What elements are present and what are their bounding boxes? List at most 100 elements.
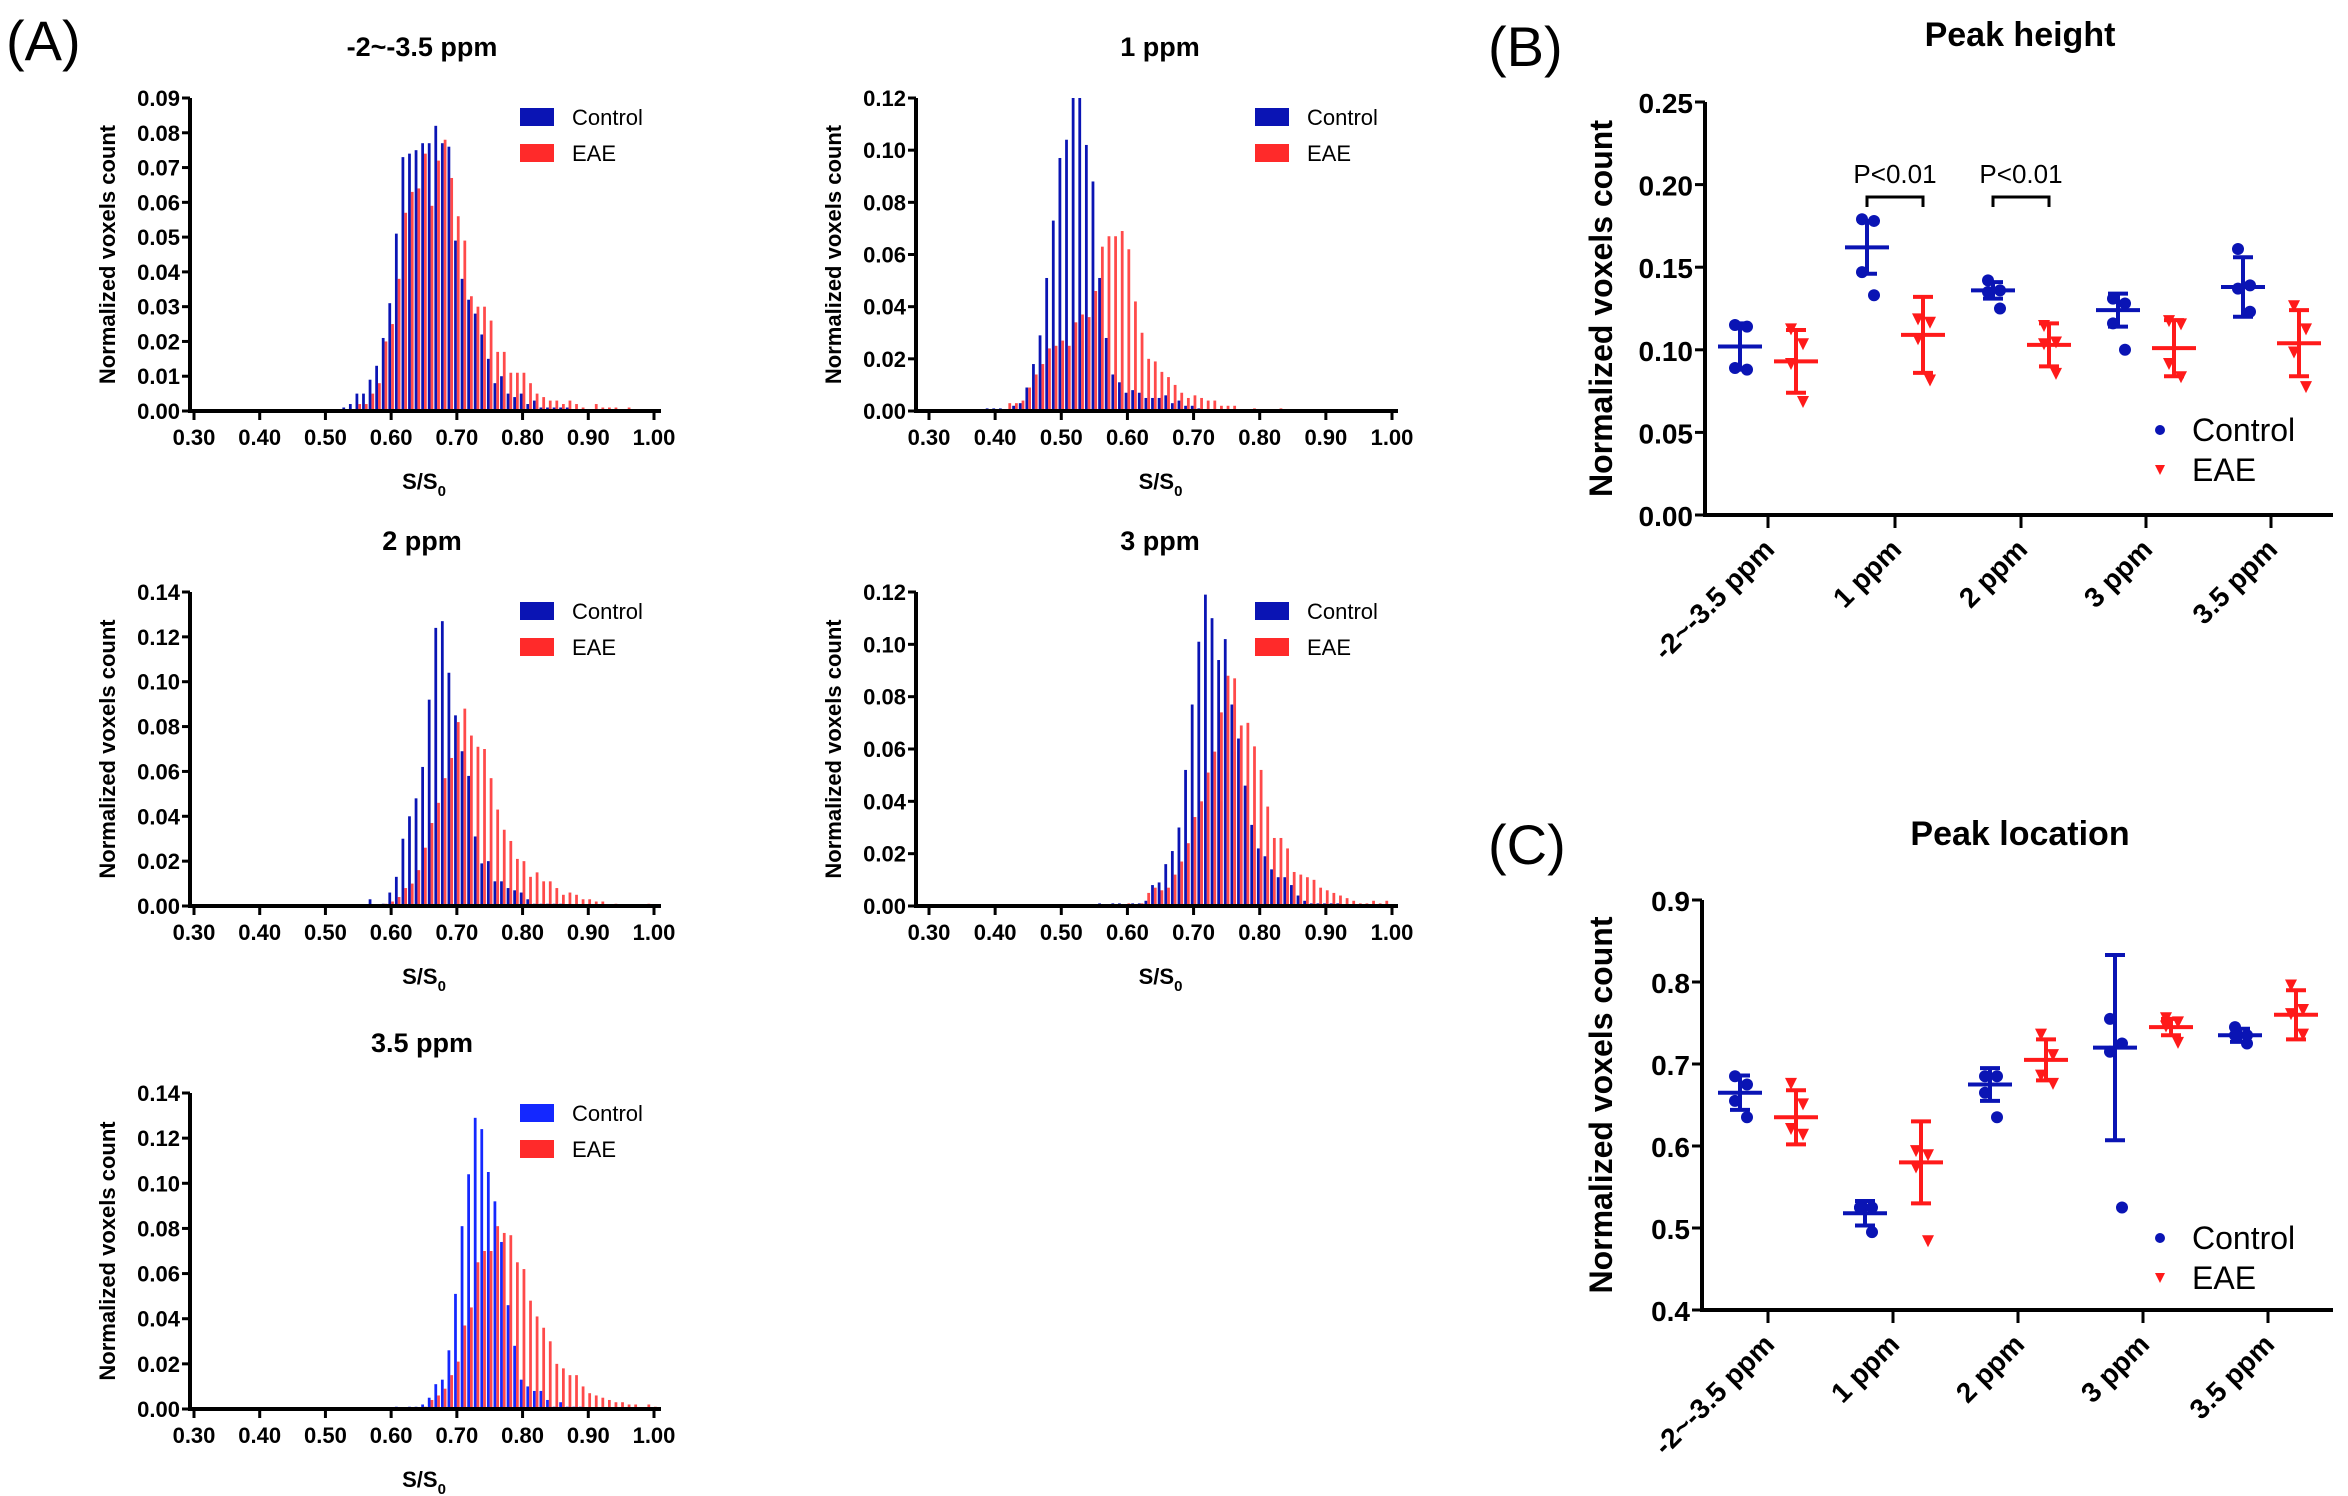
point-control — [2241, 1037, 2253, 1050]
bar-control — [421, 1404, 424, 1409]
point-control — [2116, 1201, 2128, 1214]
point-eae — [1922, 1149, 1934, 1162]
bar-control — [526, 1386, 530, 1409]
x-tick-label: 0.90 — [567, 425, 610, 450]
point-control — [1979, 1086, 1991, 1099]
bar-control — [1098, 277, 1101, 411]
bar-eae — [614, 1402, 618, 1409]
point-control — [1741, 1111, 1753, 1124]
bar-control — [1217, 660, 1221, 906]
bar-eae — [516, 372, 519, 411]
bar-eae — [378, 383, 381, 411]
bar-control — [1065, 139, 1068, 412]
point-eae — [2050, 336, 2062, 349]
bar-control — [1237, 738, 1240, 906]
bar-eae — [575, 404, 578, 411]
bar-eae — [594, 1395, 598, 1409]
x-tick-label: 1.00 — [1371, 425, 1414, 450]
bar-eae — [562, 1368, 565, 1409]
bar-eae — [417, 188, 421, 411]
bar-eae — [1153, 887, 1157, 906]
bar-control — [388, 303, 392, 411]
bar-eae — [548, 400, 552, 411]
bar-eae — [1067, 345, 1071, 411]
bar-control — [1276, 877, 1280, 906]
bar-eae — [1180, 392, 1184, 411]
bar-eae — [555, 400, 559, 411]
bar-eae — [1239, 725, 1243, 906]
bar-control — [526, 899, 530, 906]
bar-control — [427, 1397, 431, 1409]
y-tick-label: 0.08 — [863, 685, 906, 710]
legend-label-control: Control — [1307, 105, 1378, 130]
x-tick-label: 0.60 — [370, 1423, 413, 1448]
bar-control — [434, 125, 438, 411]
bar-control — [1263, 856, 1267, 906]
bar-eae — [456, 722, 460, 906]
bar-control — [368, 379, 372, 411]
bar-eae — [1160, 890, 1164, 906]
bar-control — [1243, 785, 1247, 906]
bar-eae — [529, 383, 532, 411]
bar-control — [348, 404, 352, 411]
y-tick-label: 0.5 — [1651, 1214, 1690, 1245]
y-tick-label: 0.12 — [863, 580, 906, 605]
bar-eae — [463, 708, 467, 906]
x-tick-label: 0.70 — [1172, 920, 1215, 945]
bar-control — [1137, 392, 1141, 411]
bar-eae — [1259, 769, 1263, 906]
point-eae — [2038, 320, 2050, 333]
point-control — [1729, 319, 1741, 332]
bar-control — [506, 888, 510, 906]
bar-eae — [1100, 246, 1104, 411]
bar-eae — [1153, 361, 1157, 411]
bar-eae — [424, 153, 427, 411]
bar-control — [394, 876, 398, 906]
legend-label-control: Control — [572, 105, 643, 130]
x-tick-label: 0.90 — [567, 920, 610, 945]
y-tick-label: 0.04 — [137, 260, 181, 285]
bar-control — [506, 393, 510, 411]
bar-eae — [1272, 837, 1276, 906]
bar-eae — [1120, 231, 1124, 411]
x-tick-label: 0.40 — [238, 920, 281, 945]
bar-eae — [424, 847, 427, 906]
bar-eae — [450, 177, 454, 411]
bar-control — [1177, 827, 1181, 906]
x-tick-label: 1 ppm — [1827, 533, 1907, 613]
x-tick-label: 0.40 — [974, 425, 1017, 450]
point-control — [1729, 361, 1741, 374]
bar-control — [486, 861, 490, 906]
bar-eae — [384, 341, 388, 411]
point-control — [1994, 302, 2006, 315]
x-tick-label: 0.50 — [304, 1423, 347, 1448]
x-tick-label: 0.90 — [1304, 425, 1347, 450]
bar-control — [513, 1345, 516, 1409]
x-tick-label: 3 ppm — [2078, 533, 2158, 613]
bar-control — [559, 1402, 562, 1409]
bar-eae — [522, 372, 526, 411]
point-control — [1729, 1070, 1741, 1083]
legend-swatch-eae — [520, 144, 554, 162]
bar-control — [1058, 157, 1062, 411]
y-tick-label: 0.10 — [863, 138, 906, 163]
bar-control — [480, 1129, 484, 1409]
bar-eae — [1206, 400, 1210, 411]
bar-eae — [483, 1251, 486, 1409]
bar-eae — [594, 901, 598, 906]
bar-eae — [548, 881, 552, 906]
point-eae — [2175, 371, 2187, 384]
bar-eae — [509, 372, 513, 411]
bar-eae — [1345, 898, 1349, 906]
bar-eae — [555, 888, 559, 906]
bar-eae — [1034, 374, 1038, 411]
y-tick-label: 0.02 — [137, 1352, 180, 1377]
point-control — [2244, 305, 2256, 318]
bar-control — [1223, 639, 1227, 906]
bar-eae — [621, 1402, 624, 1409]
bar-control — [546, 1399, 549, 1409]
point-eae — [1912, 313, 1924, 326]
bar-control — [493, 383, 497, 411]
x-tick-label: 0.60 — [1106, 920, 1149, 945]
y-tick-label: 0.6 — [1651, 1132, 1690, 1163]
